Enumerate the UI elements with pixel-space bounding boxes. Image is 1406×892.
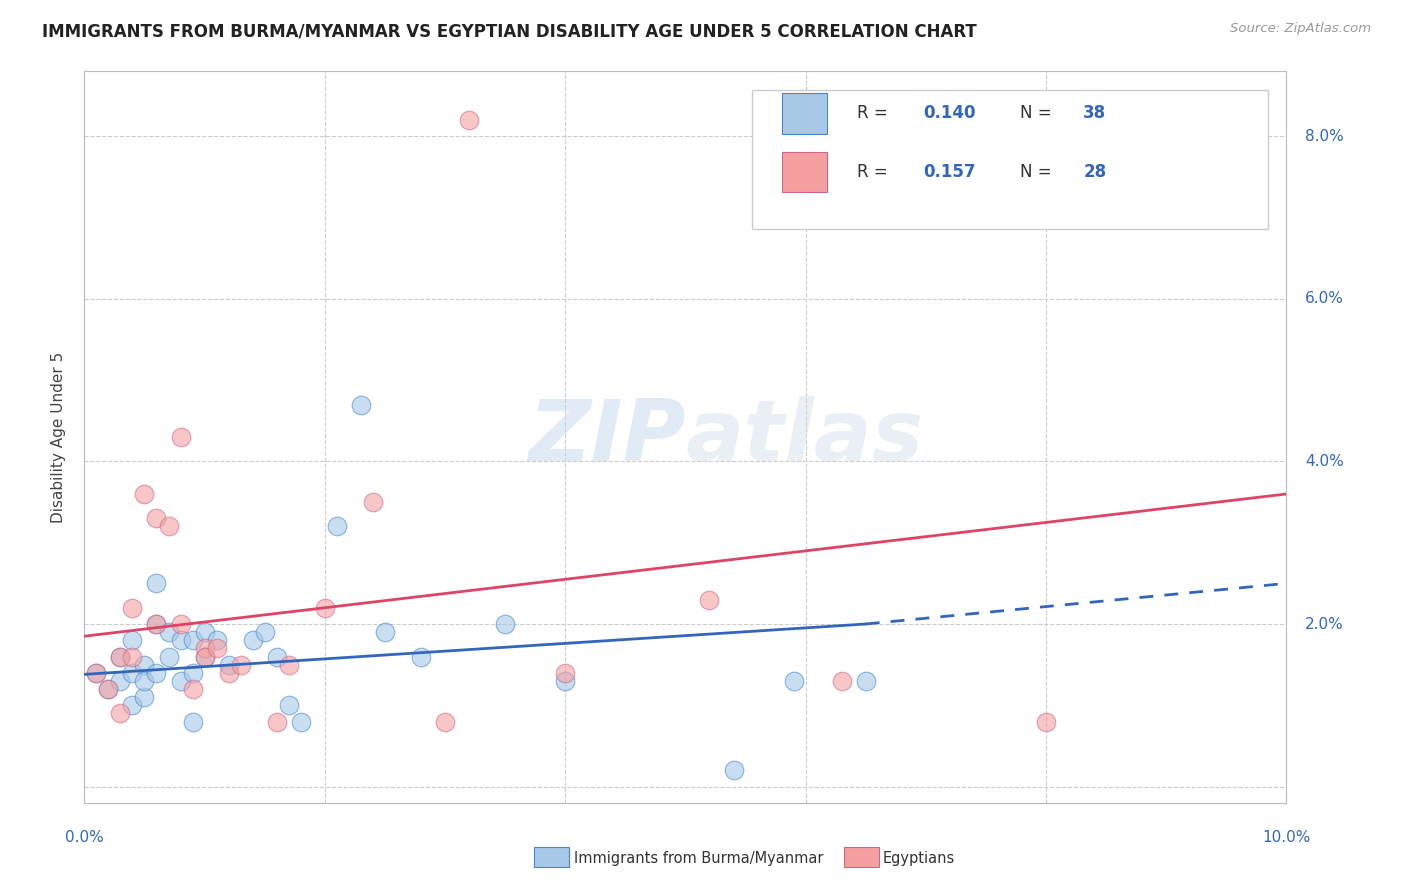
Text: 6.0%: 6.0%	[1305, 292, 1344, 307]
Point	[554, 665, 576, 680]
Text: IMMIGRANTS FROM BURMA/MYANMAR VS EGYPTIAN DISABILITY AGE UNDER 5 CORRELATION CHA: IMMIGRANTS FROM BURMA/MYANMAR VS EGYPTIA…	[42, 22, 977, 40]
Point	[86, 665, 108, 680]
Point	[699, 592, 721, 607]
Text: 0.0%: 0.0%	[65, 830, 104, 845]
Point	[110, 706, 132, 721]
Point	[157, 649, 180, 664]
Point	[86, 665, 108, 680]
Point	[409, 649, 432, 664]
Point	[181, 714, 204, 729]
Point	[145, 617, 167, 632]
Text: R =: R =	[858, 104, 893, 122]
Point	[855, 673, 877, 688]
Point	[181, 681, 204, 696]
Point	[266, 714, 288, 729]
Point	[1035, 714, 1057, 729]
Point	[169, 633, 191, 648]
Bar	[782, 152, 827, 192]
Point	[277, 698, 299, 713]
Point	[277, 657, 299, 672]
Point	[121, 665, 143, 680]
Text: Egyptians: Egyptians	[883, 851, 955, 865]
Point	[181, 665, 204, 680]
Point	[145, 511, 167, 525]
Point	[374, 625, 396, 640]
Point	[97, 681, 120, 696]
Point	[121, 600, 143, 615]
Text: N =: N =	[1019, 104, 1056, 122]
Point	[134, 657, 156, 672]
Point	[169, 617, 191, 632]
Text: 8.0%: 8.0%	[1305, 128, 1344, 144]
Point	[110, 649, 132, 664]
Text: R =: R =	[858, 163, 893, 181]
Point	[110, 673, 132, 688]
Point	[110, 649, 132, 664]
Point	[145, 665, 167, 680]
Text: 0.140: 0.140	[924, 104, 976, 122]
Point	[145, 617, 167, 632]
Point	[134, 673, 156, 688]
Point	[229, 657, 252, 672]
Point	[554, 673, 576, 688]
Point	[782, 673, 804, 688]
Point	[434, 714, 457, 729]
Point	[194, 649, 217, 664]
Text: Source: ZipAtlas.com: Source: ZipAtlas.com	[1230, 22, 1371, 36]
Text: 0.157: 0.157	[924, 163, 976, 181]
Text: 10.0%: 10.0%	[1263, 830, 1310, 845]
Text: 2.0%: 2.0%	[1305, 616, 1344, 632]
Point	[350, 398, 373, 412]
Point	[242, 633, 264, 648]
Text: 28: 28	[1084, 163, 1107, 181]
Point	[97, 681, 120, 696]
Point	[157, 519, 180, 533]
Text: atlas: atlas	[686, 395, 924, 479]
Point	[121, 633, 143, 648]
Point	[121, 698, 143, 713]
Point	[205, 633, 228, 648]
Point	[194, 625, 217, 640]
Point	[326, 519, 349, 533]
Point	[218, 665, 240, 680]
Text: 38: 38	[1084, 104, 1107, 122]
Point	[494, 617, 516, 632]
Point	[134, 690, 156, 705]
Point	[314, 600, 336, 615]
Point	[723, 764, 745, 778]
Point	[194, 641, 217, 656]
Point	[145, 576, 167, 591]
Text: N =: N =	[1019, 163, 1056, 181]
Point	[361, 495, 384, 509]
Point	[266, 649, 288, 664]
Point	[181, 633, 204, 648]
Bar	[782, 94, 827, 134]
Point	[253, 625, 276, 640]
Point	[169, 673, 191, 688]
Point	[194, 649, 217, 664]
Text: ZIP: ZIP	[527, 395, 686, 479]
Point	[157, 625, 180, 640]
Point	[218, 657, 240, 672]
Point	[290, 714, 312, 729]
Point	[169, 430, 191, 444]
FancyBboxPatch shape	[752, 89, 1268, 228]
Text: Immigrants from Burma/Myanmar: Immigrants from Burma/Myanmar	[574, 851, 823, 865]
Text: 4.0%: 4.0%	[1305, 454, 1344, 469]
Point	[205, 641, 228, 656]
Y-axis label: Disability Age Under 5: Disability Age Under 5	[51, 351, 66, 523]
Point	[831, 673, 853, 688]
Point	[121, 649, 143, 664]
Point	[458, 113, 481, 128]
Point	[134, 487, 156, 501]
